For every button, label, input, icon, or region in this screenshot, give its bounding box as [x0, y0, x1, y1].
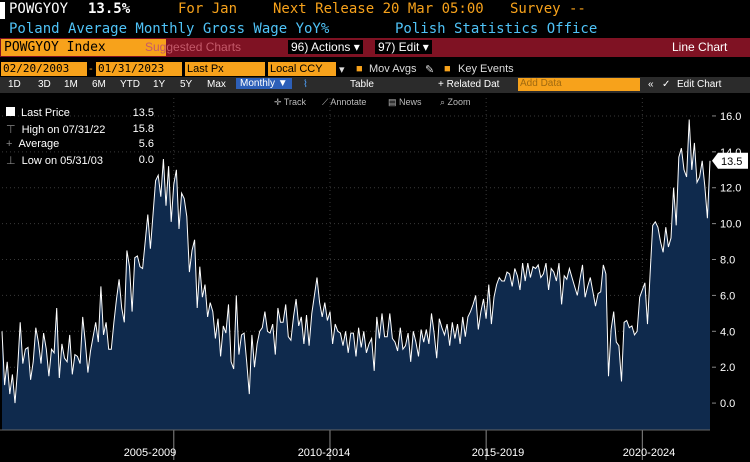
legend-low: ⊥ Low on 05/31/03 0.0: [6, 153, 154, 167]
next-release: Next Release 20 Mar 05:00: [273, 1, 484, 17]
toolbar: POWGYOY Index Suggested Charts 96) Actio…: [0, 38, 750, 57]
x-tick-label: 2020-2024: [623, 447, 676, 459]
settings-bar: 02/20/2003 - 01/31/2023 Last Px Local CC…: [0, 60, 750, 78]
line-style-icon[interactable]: ⌇: [303, 79, 308, 90]
tool-annotate[interactable]: ⟋ Annotate: [322, 97, 367, 107]
end-date-input[interactable]: 01/31/2023: [96, 62, 182, 76]
ticker: POWGYOY: [9, 1, 69, 17]
series-description: Poland Average Monthly Gross Wage YoY%: [9, 21, 330, 37]
collapse-icon[interactable]: «: [648, 79, 654, 90]
mov-avgs-checkbox[interactable]: ■: [356, 63, 363, 75]
add-data-input[interactable]: Add Data: [518, 78, 640, 91]
wrench-icon[interactable]: ✓: [662, 79, 671, 90]
period-bar: 1D 3D 1M 6M YTD 1Y 5Y Max Monthly ▼ ⌇ Ta…: [0, 77, 750, 93]
ticker-marker: [0, 2, 5, 19]
average-icon: +: [6, 138, 13, 150]
actions-menu[interactable]: 96) Actions ▾: [288, 40, 363, 54]
title-bar: POWGYOY 13.5% For Jan Next Release 20 Ma…: [0, 0, 750, 21]
legend-swatch: [6, 107, 15, 116]
y-tick-label: 8.0: [720, 255, 735, 267]
tool-zoom[interactable]: ⌕ Zoom: [440, 97, 471, 107]
pencil-icon[interactable]: ✎: [425, 64, 435, 76]
x-tick-label: 2015-2019: [472, 447, 525, 459]
tool-track[interactable]: ✛ Track: [274, 97, 307, 107]
y-tick-label: 12.0: [720, 183, 741, 195]
mov-avgs-label[interactable]: Mov Avgs: [369, 63, 417, 75]
frequency-select[interactable]: Monthly ▼: [236, 78, 292, 89]
currency-select[interactable]: Local CCY: [268, 62, 336, 76]
suggested-charts-button[interactable]: Suggested Charts: [145, 40, 242, 54]
for-label: For Jan: [178, 1, 238, 17]
table-button[interactable]: Table: [350, 79, 374, 90]
series-area: [2, 119, 710, 430]
y-tick-label: 6.0: [720, 290, 735, 302]
description-bar: Poland Average Monthly Gross Wage YoY% P…: [0, 21, 750, 38]
source: Polish Statistics Office: [395, 21, 598, 37]
last-value: 13.5%: [88, 1, 131, 17]
x-tick-label: 2005-2009: [124, 447, 177, 459]
index-field[interactable]: POWGYOY Index: [1, 39, 166, 56]
period-ytd[interactable]: YTD: [120, 79, 140, 90]
legend-high: ⊤ High on 07/31/22 15.8: [6, 122, 154, 136]
period-3d[interactable]: 3D: [38, 79, 51, 90]
x-tick-label: 2010-2014: [298, 447, 351, 459]
y-tick-label: 2.0: [720, 362, 735, 374]
period-1m[interactable]: 1M: [64, 79, 78, 90]
key-events-checkbox[interactable]: ■: [444, 63, 451, 75]
period-5y[interactable]: 5Y: [180, 79, 193, 90]
last-value-tag: [712, 152, 748, 169]
last-value-label: 13.5: [721, 156, 742, 168]
related-data-button[interactable]: + Related Dat: [438, 79, 500, 90]
period-6m[interactable]: 6M: [92, 79, 106, 90]
x-axis: 2005-2009 2010-2014 2015-2019 2020-2024: [0, 429, 710, 460]
high-icon: ⊤: [6, 123, 16, 136]
legend-average: + Average 5.6: [6, 138, 154, 150]
series-line: [1, 119, 711, 404]
tool-news[interactable]: ▤ News: [388, 97, 422, 107]
y-tick-label: 4.0: [720, 326, 735, 338]
legend: Last Price 13.5 ⊤ High on 07/31/22 15.8 + Av…: [6, 107, 176, 169]
survey: Survey --: [510, 1, 586, 17]
chart-type-label: Line Chart: [672, 40, 728, 54]
last-value-marker: 13.5: [712, 152, 748, 169]
field-select[interactable]: Last Px: [185, 62, 265, 76]
key-events-label[interactable]: Key Events: [458, 63, 514, 75]
start-date-input[interactable]: 02/20/2003: [1, 62, 87, 76]
y-tick-label: 16.0: [720, 111, 741, 123]
y-tick-label: 0.0: [720, 398, 735, 410]
legend-last-price: Last Price 13.5: [6, 107, 176, 123]
y-tick-label: 10.0: [720, 219, 741, 231]
edit-menu[interactable]: 97) Edit ▾: [375, 40, 432, 54]
edit-chart-button[interactable]: Edit Chart: [677, 79, 722, 90]
period-max[interactable]: Max: [207, 79, 226, 90]
low-icon: ⊥: [6, 154, 16, 167]
period-1y[interactable]: 1Y: [153, 79, 166, 90]
period-1d[interactable]: 1D: [8, 79, 21, 90]
currency-dropdown-icon[interactable]: ▾: [339, 64, 345, 76]
date-separator: -: [89, 63, 93, 75]
y-axis: 0.02.04.06.08.010.012.014.016.0: [712, 111, 741, 410]
